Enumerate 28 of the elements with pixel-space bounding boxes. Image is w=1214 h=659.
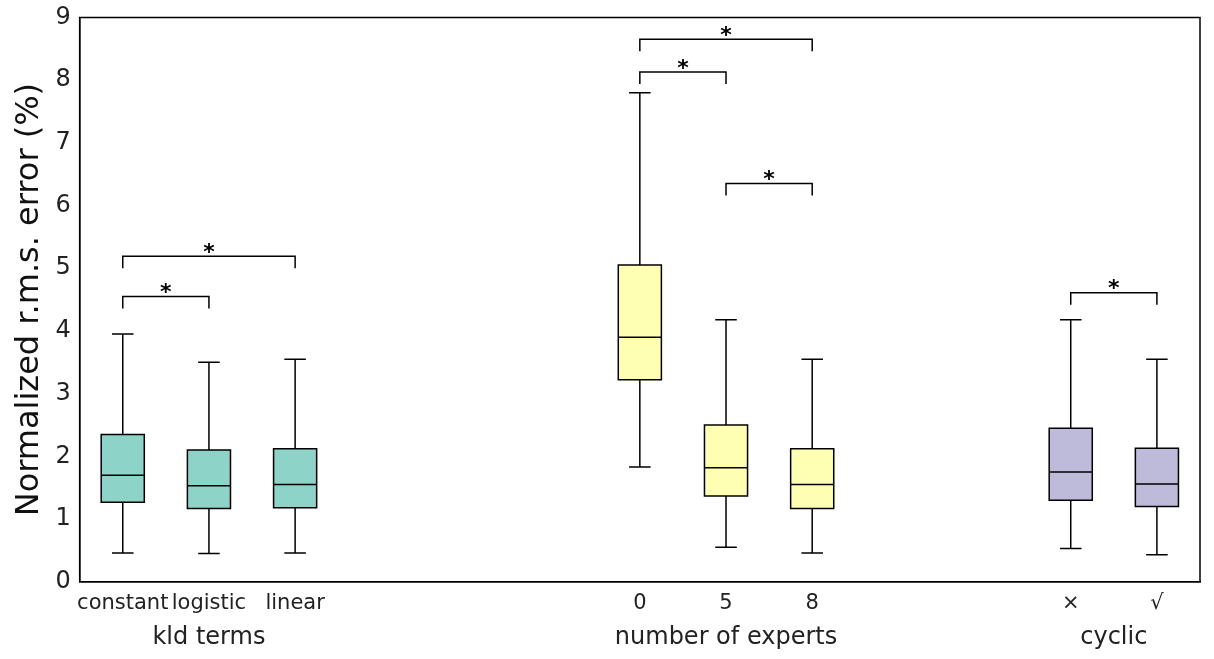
- annotation: *: [1108, 275, 1121, 301]
- text: number of experts: [614, 622, 838, 651]
- text: cyclic: [1080, 622, 1148, 651]
- x-tick-label: 0: [633, 589, 647, 614]
- y-tick-label: 0: [55, 566, 71, 595]
- annotation: *: [720, 22, 733, 48]
- annotation: *: [763, 166, 776, 192]
- x-tick-label: logistic: [171, 589, 247, 614]
- x-tick-label: linear: [265, 589, 326, 614]
- y-tick-label: 1: [55, 503, 71, 532]
- x-tick-label: √: [1150, 589, 1165, 614]
- annotation: *: [677, 54, 690, 80]
- text: kld terms: [152, 622, 266, 651]
- y-tick-label: 9: [55, 1, 71, 30]
- y-tick-label: 4: [55, 315, 71, 344]
- y-tick-label: 8: [55, 64, 71, 93]
- y-tick-label: 7: [55, 127, 71, 156]
- x-tick-label: 8: [805, 589, 819, 614]
- y-tick-label: 5: [55, 252, 71, 281]
- x-tick-label: 5: [719, 589, 733, 614]
- annotation: *: [160, 279, 173, 305]
- annotation: *: [203, 239, 216, 265]
- y-tick-label: 3: [55, 377, 71, 406]
- y-tick-label: 6: [55, 189, 71, 218]
- y-tick-label: 2: [55, 440, 71, 469]
- x-tick-label: constant: [77, 589, 169, 614]
- x-tick-label: ×: [1061, 589, 1080, 614]
- y-axis-title: Normalized r.m.s. error (%): [7, 82, 46, 517]
